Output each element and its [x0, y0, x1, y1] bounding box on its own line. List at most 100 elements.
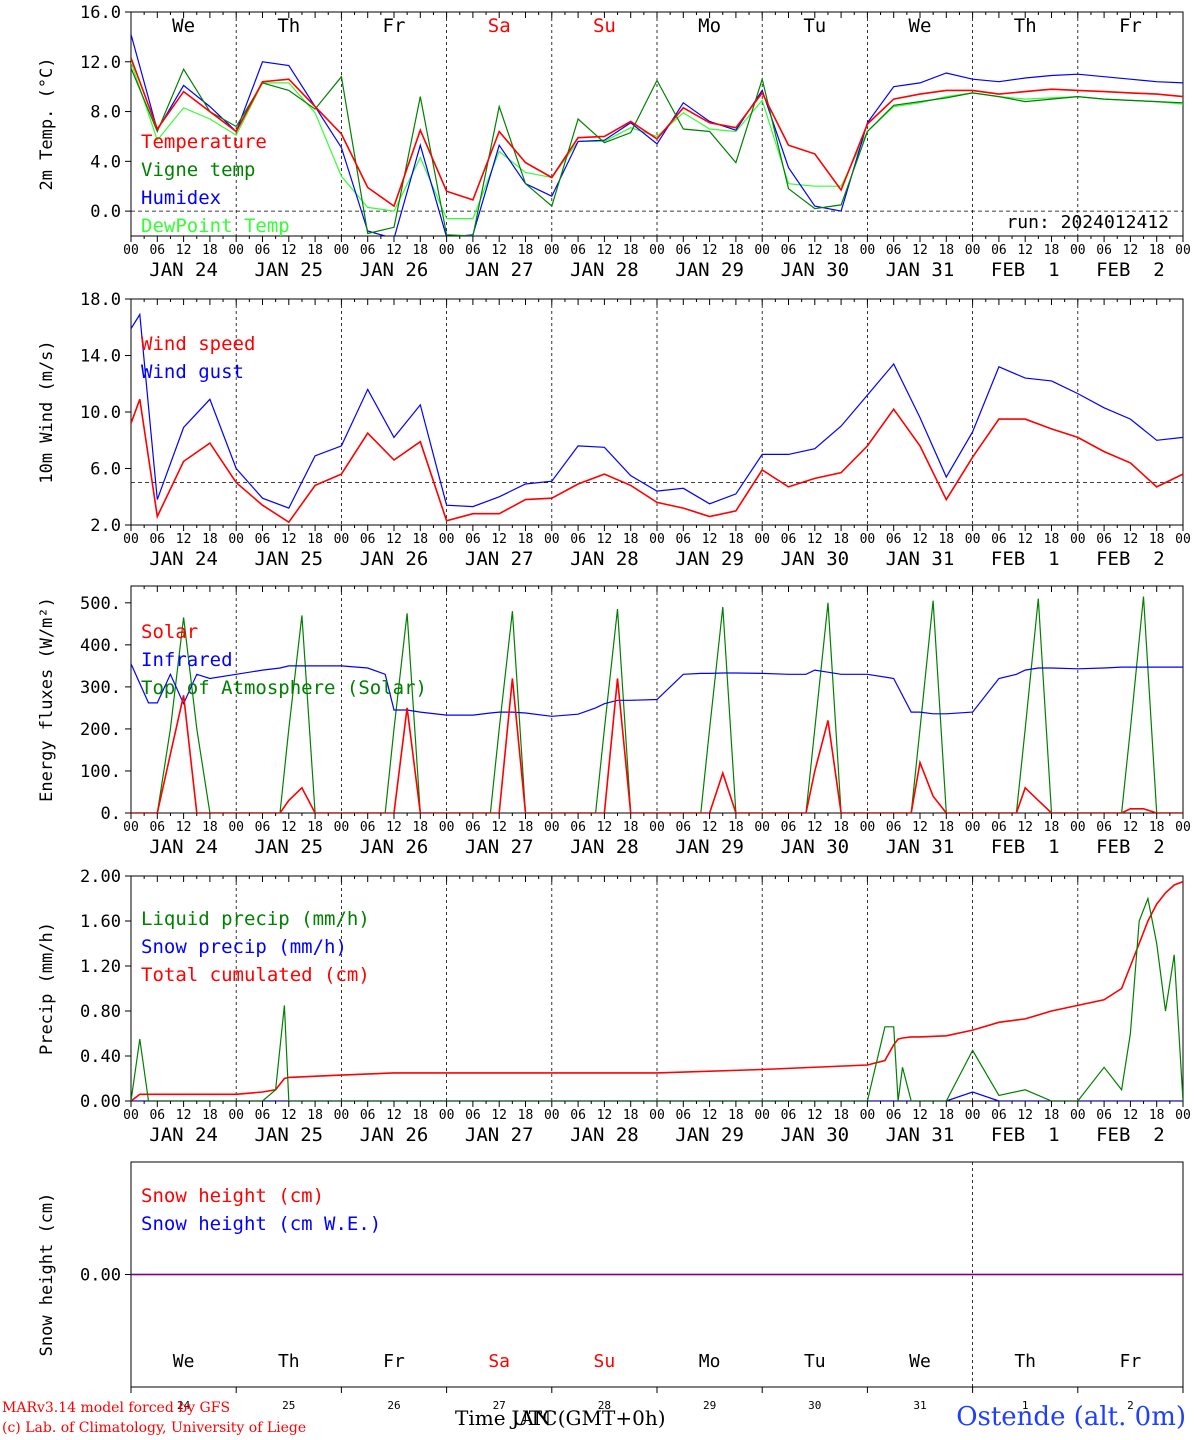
hour-tick-label: 12: [912, 820, 928, 835]
hour-tick-label: 06: [781, 532, 797, 547]
date-label: JAN 26: [360, 548, 429, 570]
date-label: JAN 28: [570, 836, 639, 858]
hour-tick-label: 18: [728, 820, 744, 835]
date-label: JAN 30: [780, 259, 849, 281]
hour-tick-label: 18: [307, 532, 323, 547]
hour-tick-label: 18: [518, 820, 534, 835]
hour-tick-label: 00: [439, 820, 455, 835]
hour-tick-label: 00: [754, 532, 770, 547]
hour-tick-label: 06: [991, 1108, 1007, 1123]
date-label: JAN 24: [149, 836, 218, 858]
hour-tick-label: 06: [465, 820, 481, 835]
y-tick-label: 1.20: [80, 957, 121, 977]
y-axis-label: 10m Wind (m/s): [37, 340, 57, 483]
hour-tick-label: 00: [439, 532, 455, 547]
hour-tick-label: 00: [228, 243, 244, 258]
hour-tick-label: 00: [965, 820, 981, 835]
hour-tick-label: 06: [675, 243, 691, 258]
hour-tick-label: 12: [702, 243, 718, 258]
day-name-label: Fr: [383, 1351, 405, 1372]
hour-tick-label: 06: [570, 1108, 586, 1123]
hour-tick-label: 18: [938, 1108, 954, 1123]
day-name-label: Fr: [1120, 1351, 1142, 1372]
y-tick-label: 0.80: [80, 1002, 121, 1022]
date-label: FEB 1: [991, 259, 1060, 281]
hour-tick-label: 06: [675, 532, 691, 547]
hour-tick-label: 18: [412, 820, 428, 835]
hour-tick-label: 12: [176, 243, 192, 258]
legend-entry: Snow height (cm): [141, 1185, 324, 1207]
y-tick-label: 300.: [80, 678, 121, 698]
hour-tick-label: 00: [1070, 532, 1086, 547]
hour-tick-label: 12: [912, 1108, 928, 1123]
hour-tick-label: 00: [544, 243, 560, 258]
day-number-label: 28: [598, 1399, 611, 1412]
date-label: JAN 31: [886, 548, 955, 570]
date-label: JAN 26: [360, 836, 429, 858]
y-tick-label: 4.0: [90, 152, 121, 172]
legend-entry: Snow height (cm W.E.): [141, 1213, 381, 1235]
hour-tick-label: 00: [544, 532, 560, 547]
date-label: JAN 29: [675, 548, 744, 570]
hour-tick-label: 00: [228, 820, 244, 835]
day-name-label: Su: [594, 1351, 616, 1372]
hour-tick-label: 18: [307, 1108, 323, 1123]
hour-tick-label: 12: [1123, 820, 1139, 835]
date-label: JAN 31: [886, 1124, 955, 1146]
hour-tick-label: 06: [570, 243, 586, 258]
date-label: JAN 25: [254, 259, 323, 281]
hour-tick-label: 18: [1149, 243, 1165, 258]
hour-tick-label: 00: [1175, 820, 1191, 835]
hour-tick-label: 00: [123, 243, 139, 258]
y-tick-label: 0.0: [90, 202, 121, 222]
hour-tick-label: 06: [991, 532, 1007, 547]
hour-tick-label: 06: [1096, 532, 1112, 547]
date-label: JAN 24: [149, 1124, 218, 1146]
hour-tick-label: 06: [1096, 1108, 1112, 1123]
date-label: FEB 2: [1096, 548, 1165, 570]
time-axis-title: Time UTC: [455, 1406, 558, 1430]
hour-tick-label: 06: [255, 243, 271, 258]
y-tick-label: 1.60: [80, 912, 121, 932]
hour-tick-label: 00: [334, 1108, 350, 1123]
hour-tick-label: 18: [518, 243, 534, 258]
date-label: FEB 2: [1096, 259, 1165, 281]
hour-tick-label: 18: [833, 1108, 849, 1123]
day-name-label: Mo: [698, 15, 721, 37]
legend-entry: Infrared: [141, 649, 233, 671]
legend-entry: Total cumulated (cm): [141, 964, 370, 986]
date-label: JAN 24: [149, 548, 218, 570]
series-line: [131, 399, 1183, 524]
y-tick-label: 8.0: [90, 103, 121, 123]
hour-tick-label: 12: [281, 532, 297, 547]
y-tick-label: 500.: [80, 594, 121, 614]
date-label: JAN 24: [149, 259, 218, 281]
hour-tick-label: 18: [833, 243, 849, 258]
y-tick-label: 6.0: [90, 460, 121, 480]
hour-tick-label: 00: [754, 243, 770, 258]
hour-tick-label: 12: [281, 243, 297, 258]
date-label: FEB 1: [991, 1124, 1060, 1146]
date-label: JAN 25: [254, 836, 323, 858]
hour-tick-label: 18: [623, 1108, 639, 1123]
date-label: JAN 25: [254, 548, 323, 570]
hour-tick-label: 12: [1123, 532, 1139, 547]
series-line: [131, 596, 1183, 813]
hour-tick-label: 00: [123, 532, 139, 547]
hour-tick-label: 06: [991, 243, 1007, 258]
date-label: JAN 27: [465, 259, 534, 281]
hour-tick-label: 00: [544, 1108, 560, 1123]
hour-tick-label: 18: [623, 820, 639, 835]
hour-tick-label: 00: [123, 1108, 139, 1123]
site-name: Ostende (alt. 0m): [956, 1402, 1186, 1432]
hour-tick-label: 18: [623, 243, 639, 258]
hour-tick-label: 06: [255, 1108, 271, 1123]
legend-entry: Humidex: [141, 187, 221, 209]
date-label: JAN 25: [254, 1124, 323, 1146]
hour-tick-label: 12: [1017, 1108, 1033, 1123]
hour-tick-label: 06: [360, 1108, 376, 1123]
hour-tick-label: 00: [544, 820, 560, 835]
hour-tick-label: 06: [360, 532, 376, 547]
hour-tick-label: 18: [728, 1108, 744, 1123]
day-name-label: Th: [278, 1351, 300, 1372]
